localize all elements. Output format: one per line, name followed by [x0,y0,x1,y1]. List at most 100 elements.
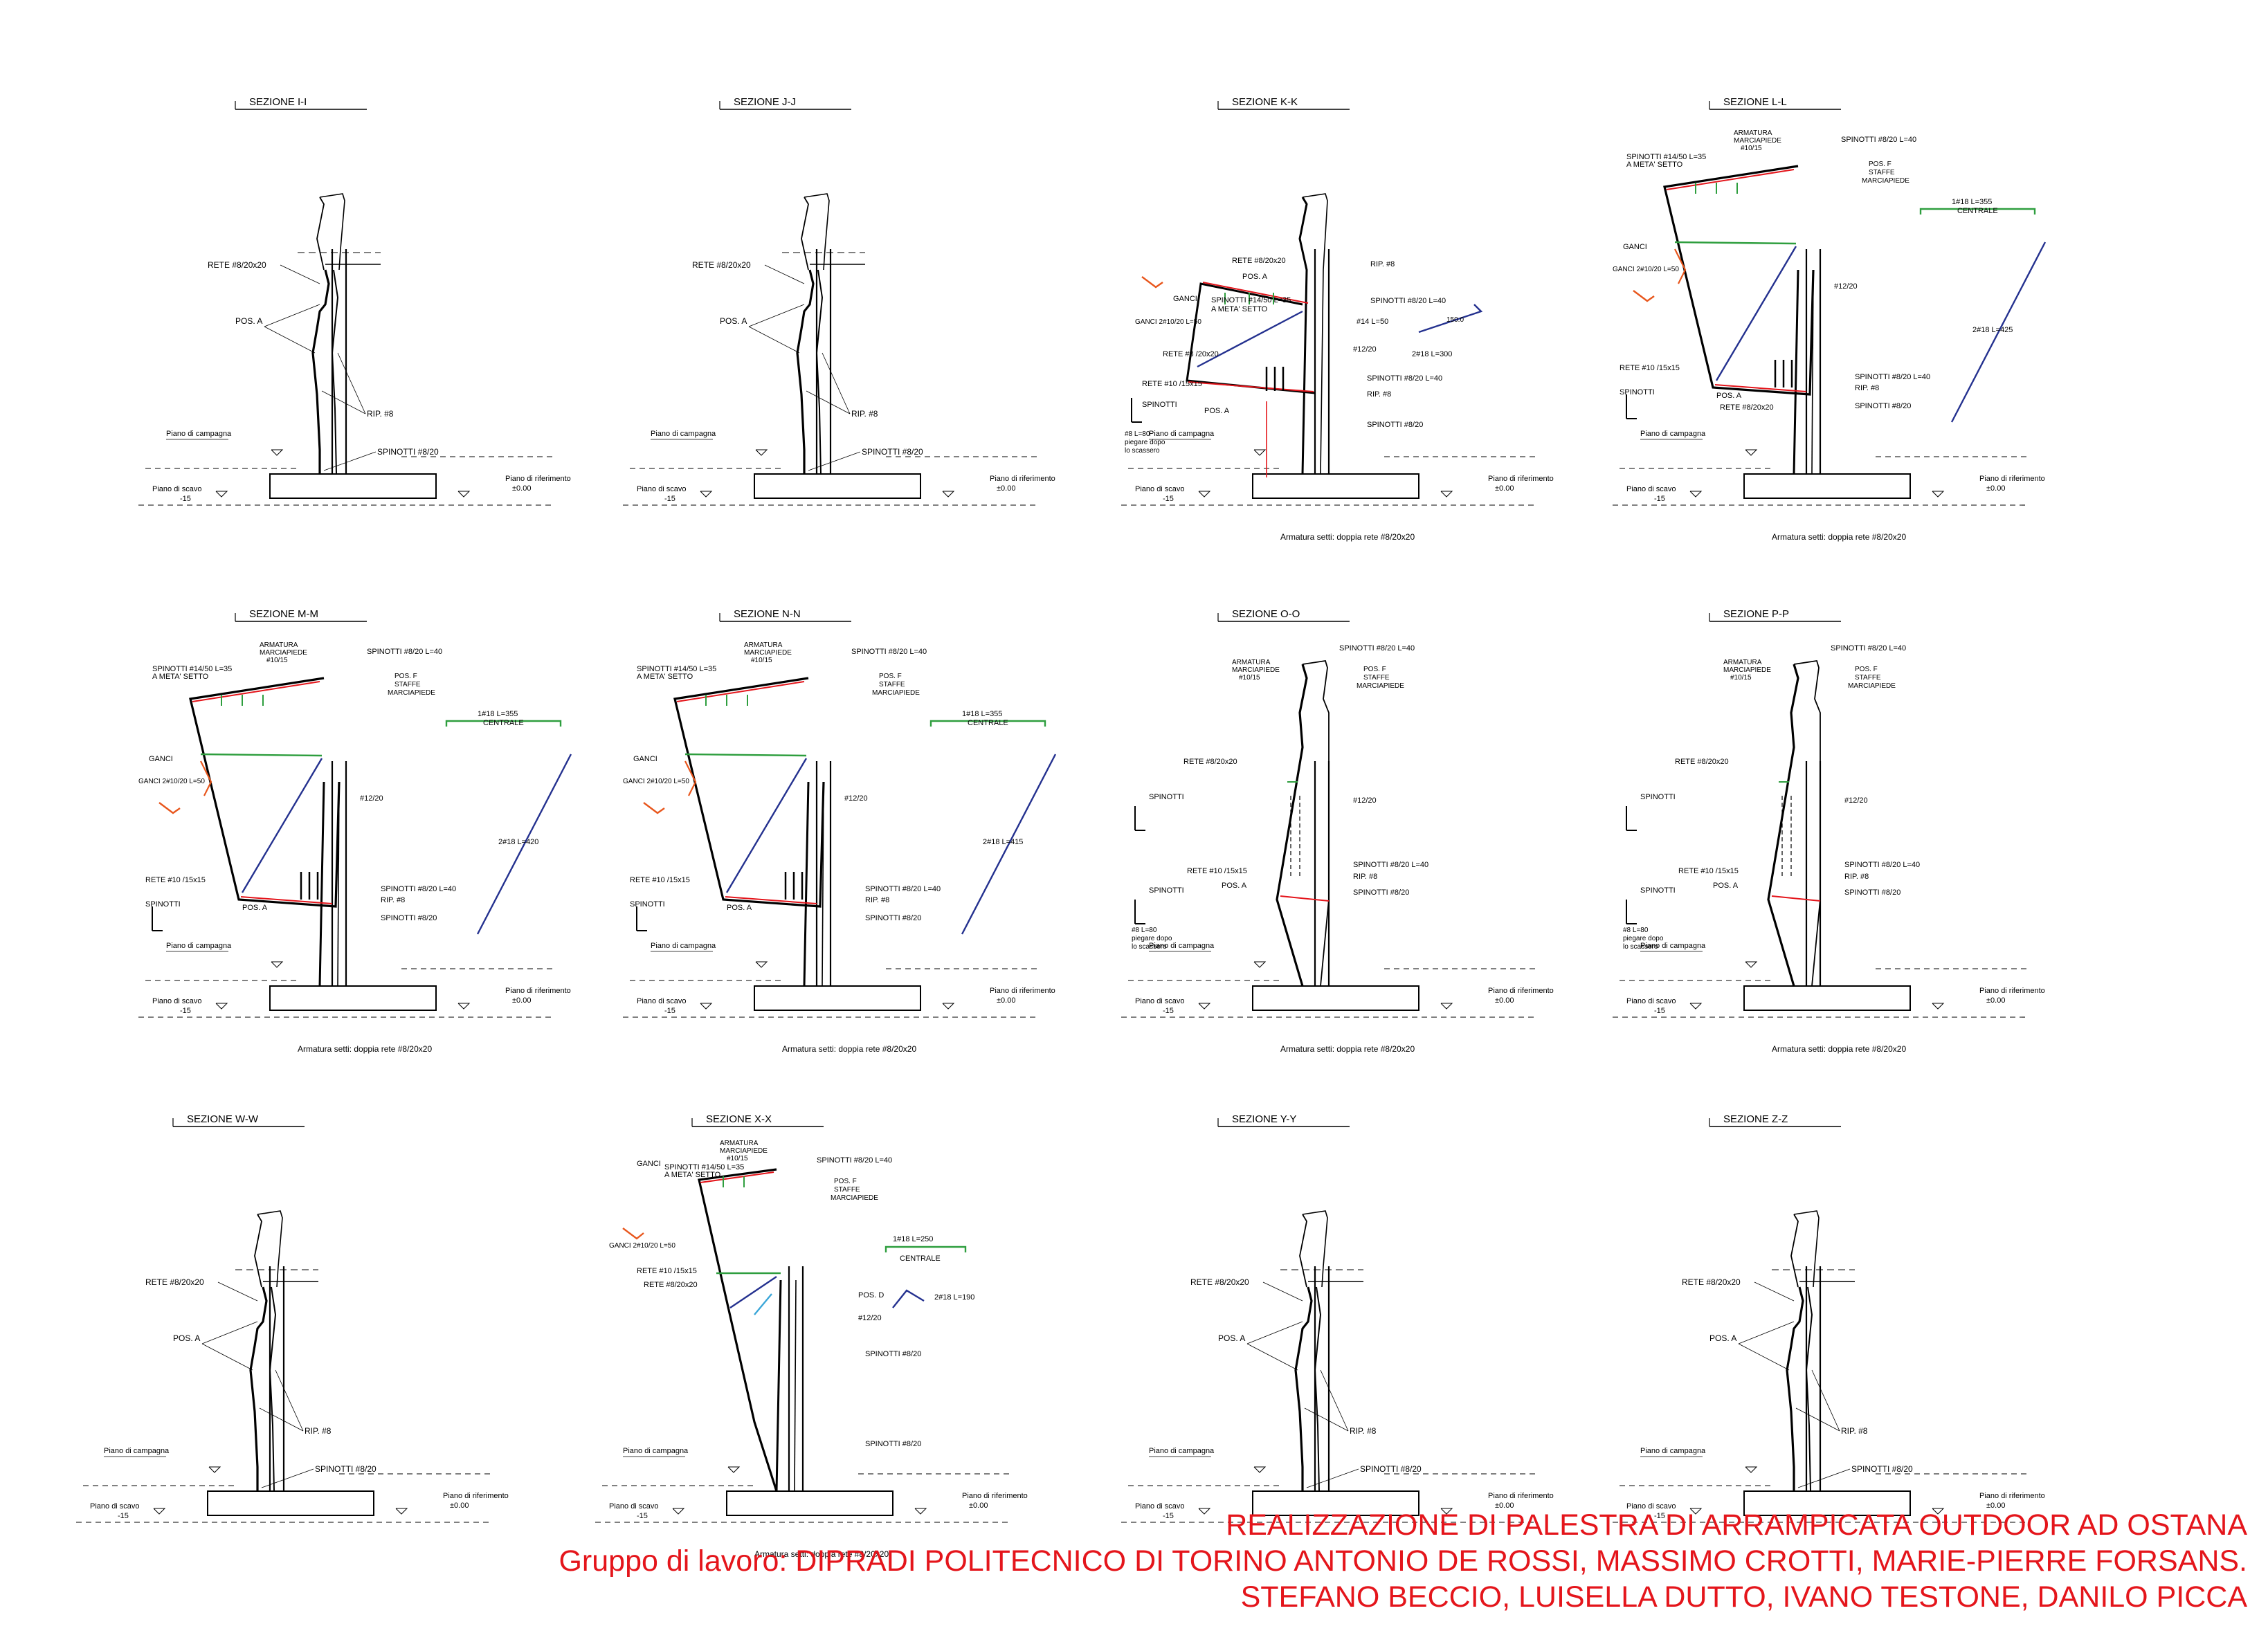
level-reference-value: ±0.00 [512,484,531,493]
level-reference: Piano di riferimento [1488,987,1554,995]
level-excavation-value: -15 [664,495,675,503]
label-spinotti-40: SPINOTTI #8/20 L=40 [1831,644,1906,653]
label-spinotti-base: SPINOTTI #8/20 [381,914,437,922]
outline [1253,1466,1267,1473]
outline [1689,1003,1703,1010]
section-title: SEZIONE N-N [734,608,801,620]
label-centrale: CENTRALE [900,1255,941,1263]
line [806,390,851,414]
outline [1633,290,1655,302]
outline [643,802,665,814]
outline [208,1466,221,1473]
outline [755,449,768,456]
label-spinotti-40: SPINOTTI #8/20 L=40 [1339,644,1415,653]
section-note: Armatura setti: doppia rete #8/20x20 [782,1044,916,1054]
outline [729,1276,777,1308]
outline [1302,659,1330,987]
label-centrale: CENTRALE [968,719,1008,727]
outline [1689,491,1703,498]
section-note: Armatura setti: doppia rete #8/20x20 [754,1549,889,1559]
outline [1932,491,1945,498]
label-mesh: RETE #8/20x20 [145,1277,204,1287]
section-y-y: SEZIONE Y-Y Piano di campagna Piano di sca… [1121,1113,1554,1523]
outline [815,269,824,475]
label-staffe: STAFFE [1869,169,1895,176]
label-rete8: RETE #8/20x20 [1720,403,1774,412]
outline [1302,1210,1328,1288]
level-excavation: Piano di scavo [1135,485,1185,493]
line [201,1321,258,1344]
label-spinotti: SPINOTTI #8/20 [1360,1464,1422,1474]
level-ground: Piano di campagna [651,430,716,438]
credits-block: REALIZZAZIONE DI PALESTRA DI ARRAMPICATA… [559,1507,2247,1615]
label-spinotti-mid: SPINOTTI #8/20 [865,1350,921,1358]
label-rip: RIP. #8 [1370,260,1395,268]
outline [1440,1508,1453,1515]
footing [1743,473,1911,499]
label-rete10: RETE #10 /15x15 [637,1267,697,1275]
label-spinotti-base: SPINOTTI #8/20 [1367,421,1423,429]
label-rete8: RETE #8 /20x20 [1163,350,1219,358]
label-rete10: RETE #10 /15x15 [630,876,690,884]
project-title: REALIZZAZIONE DI PALESTRA DI ARRAMPICATA… [1226,1508,2247,1542]
level-reference-value: ±0.00 [997,484,1015,493]
section-title: SEZIONE I-I [249,96,307,108]
label-pos-d: POS. D [858,1291,884,1299]
level-excavation-value: -15 [1163,1007,1174,1015]
label-spinotti-base: SPINOTTI #8/20 [865,1440,921,1448]
section-z-z: SEZIONE Z-Z Piano di campagna Piano di sca… [1613,1113,2045,1523]
label-marciapiede-2: MARCIAPIEDE [1357,682,1404,690]
line [1811,1369,1840,1432]
label-armatura: ARMATURA [1723,659,1762,666]
outline [1745,961,1758,968]
outline [1932,1003,1945,1010]
footing [1252,985,1419,1011]
label-staffe: STAFFE [394,681,421,688]
label-marciapiede-2: MARCIAPIEDE [1862,177,1909,185]
outline [457,491,471,498]
level-reference-value: ±0.00 [1986,996,2005,1005]
level-ground: Piano di campagna [166,942,232,950]
label-armatura: ARMATURA [744,641,783,649]
section-title: SEZIONE K-K [1232,96,1298,108]
level-excavation-value: -15 [180,1007,191,1015]
team-members: STEFANO BECCIO, LUISELLA DUTTO, IVANO TE… [1240,1580,2247,1614]
outline [1805,1286,1813,1492]
label-pos-a: POS. A [1242,273,1268,281]
line [259,1407,304,1432]
level-reference: Piano di riferimento [990,475,1055,483]
outline [755,961,768,968]
label-meta-setto: A META' SETTO [152,673,209,681]
outline [1314,1286,1322,1492]
line [764,264,805,284]
label-12-20: #12/20 [1834,282,1858,291]
level-excavation: Piano di scavo [1626,1502,1676,1511]
label-2x18: 2#18 L=425 [1972,326,2013,334]
outline [254,1214,262,1288]
level-reference-value: ±0.00 [512,996,531,1005]
label-armatura: ARMATURA [1734,129,1772,137]
label-pos-a: POS. A [720,316,747,326]
section-j-j: SEZIONE J-J Piano di campagna Piano di sca… [623,96,1055,506]
label-piegare: piegare dopo [1132,935,1172,942]
label-10-15: #10/15 [1741,145,1762,152]
label-spinotti-base: SPINOTTI #8/20 [1855,402,1911,410]
label-spinotti-upper: SPINOTTI [1640,793,1676,801]
level-excavation: Piano di scavo [152,485,202,493]
label-spinotti-40: SPINOTTI #8/20 L=40 [817,1156,892,1165]
outline [700,491,713,498]
label-1x18: 1#18 L=355 [478,710,518,718]
label-piegare: piegare dopo [1623,935,1664,942]
label-mesh: RETE #8/20x20 [1682,1277,1741,1287]
label-ganci-detail: GANCI 2#10/20 L=50 [1613,266,1679,273]
label-2x18: 2#18 L=190 [934,1293,974,1302]
section-title: SEZIONE J-J [734,96,796,108]
outline [271,961,284,968]
outline [257,1210,283,1288]
outline [189,677,341,908]
outline [1715,246,1797,381]
label-pos-a: POS. A [1218,1333,1245,1343]
outline [215,1003,228,1010]
level-reference-value: ±0.00 [450,1502,469,1510]
label-rete8: RETE #8/20x20 [644,1281,698,1289]
